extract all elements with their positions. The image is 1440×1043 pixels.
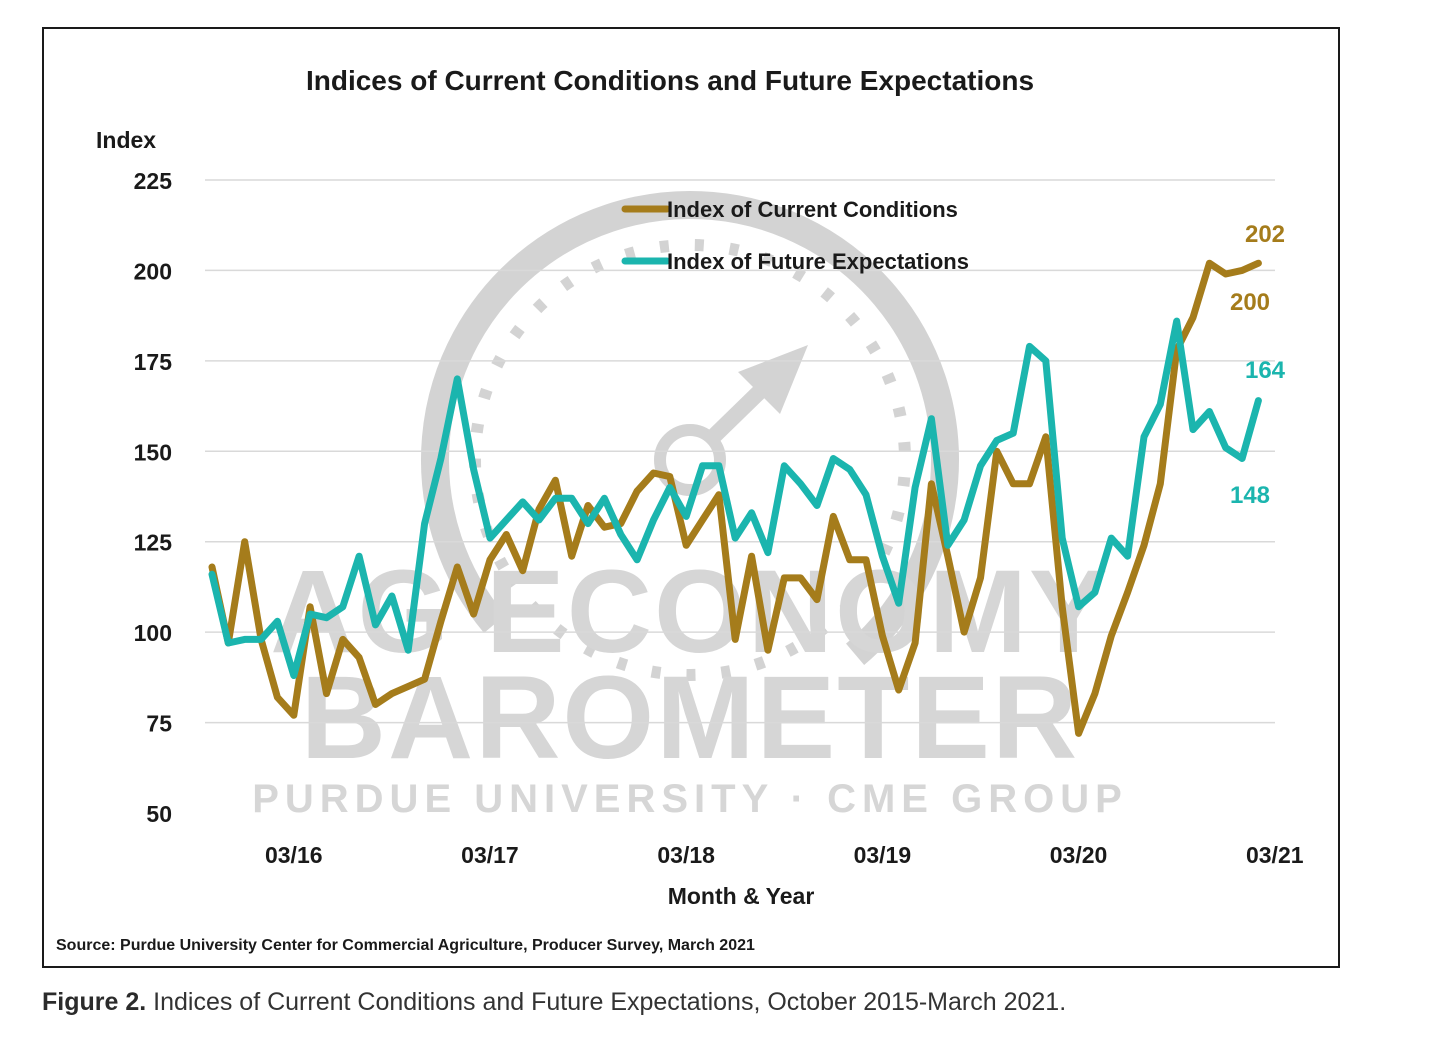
watermark-gauge-ring bbox=[421, 191, 959, 729]
x-axis-label: Month & Year bbox=[668, 883, 815, 909]
watermark-gauge-hub bbox=[654, 424, 726, 496]
y-axis-label: Index bbox=[96, 127, 156, 153]
y-tick-label: 50 bbox=[146, 801, 172, 827]
annotation-label: 164 bbox=[1245, 357, 1286, 384]
figure-caption: Figure 2. Indices of Current Conditions … bbox=[42, 988, 1066, 1017]
watermark-line3: PURDUE UNIVERSITY · CME GROUP bbox=[252, 777, 1128, 821]
x-tick-label: 03/18 bbox=[657, 842, 715, 868]
x-tick-label: 03/21 bbox=[1246, 842, 1304, 868]
legend-label-current: Index of Current Conditions bbox=[667, 197, 958, 222]
watermark-gauge-ticks bbox=[468, 239, 911, 682]
y-tick-label: 175 bbox=[134, 349, 173, 375]
legend: Index of Current Conditions Index of Fut… bbox=[621, 197, 969, 274]
y-tick-label: 125 bbox=[134, 530, 173, 556]
x-tick-label: 03/17 bbox=[461, 842, 519, 868]
annotation-label: 200 bbox=[1230, 289, 1270, 316]
annotation-label: 202 bbox=[1245, 221, 1285, 248]
y-tick-labels: 50 75 100 125 150 175 200 225 bbox=[134, 168, 173, 827]
figure-caption-label: Figure 2. bbox=[42, 988, 147, 1016]
y-tick-label: 200 bbox=[134, 258, 172, 284]
watermark-line2: BAROMETER bbox=[301, 652, 1079, 784]
legend-label-future: Index of Future Expectations bbox=[667, 249, 969, 274]
watermark-gauge-arrow bbox=[738, 345, 808, 414]
chart-title: Indices of Current Conditions and Future… bbox=[306, 65, 1034, 96]
current-conditions-line bbox=[208, 259, 1262, 737]
line-chart: AG ECONOMY BAROMETER PURDUE UNIVERSITY ·… bbox=[56, 65, 1304, 954]
figure-caption-text: Indices of Current Conditions and Future… bbox=[146, 988, 1067, 1016]
y-tick-label: 225 bbox=[134, 168, 173, 194]
data-annotations: 202 200 164 148 bbox=[1230, 221, 1286, 509]
x-tick-label: 03/16 bbox=[265, 842, 323, 868]
annotation-label: 148 bbox=[1230, 482, 1270, 509]
y-tick-label: 150 bbox=[134, 439, 172, 465]
source-note: Source: Purdue University Center for Com… bbox=[56, 937, 755, 954]
x-tick-label: 03/20 bbox=[1050, 842, 1108, 868]
series-lines bbox=[208, 259, 1262, 737]
x-tick-labels: 03/16 03/17 03/18 03/19 03/20 03/21 bbox=[265, 842, 1304, 868]
x-tick-label: 03/19 bbox=[854, 842, 912, 868]
y-tick-label: 100 bbox=[134, 620, 172, 646]
grid-lines bbox=[205, 179, 1275, 724]
y-tick-label: 75 bbox=[146, 711, 172, 737]
future-expectations-line bbox=[208, 317, 1262, 679]
